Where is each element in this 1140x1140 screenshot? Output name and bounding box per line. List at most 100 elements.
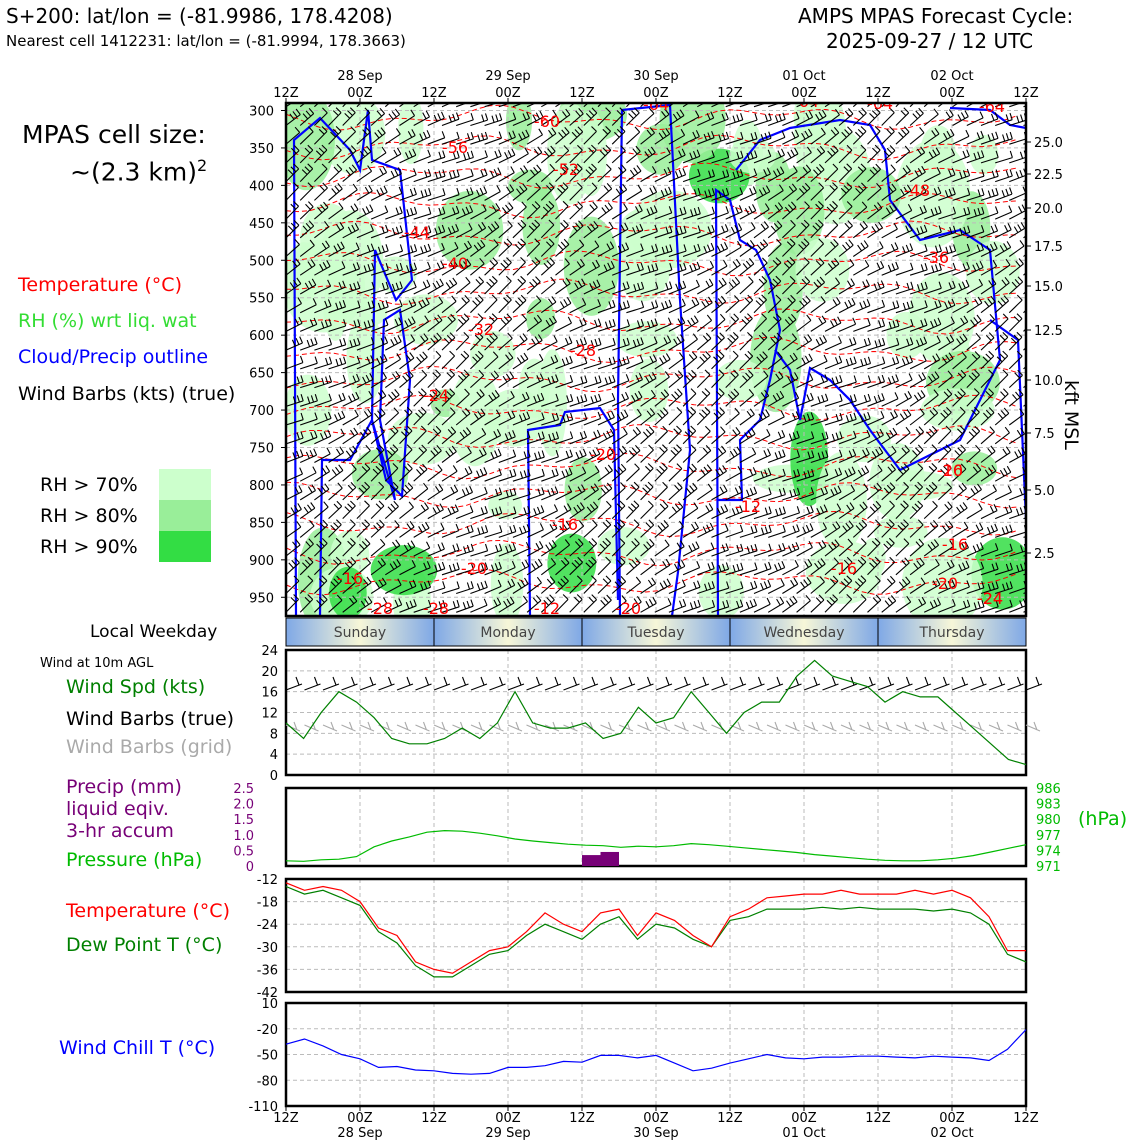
wind-barb [484,429,502,445]
wind-barb [895,408,912,426]
wind-barb-true [674,676,691,691]
wind-barb [342,145,357,164]
wind-barb [909,165,926,183]
top-date-label: 02 Oct [930,69,973,84]
rh-blob [300,203,356,274]
wind-barb [923,558,940,576]
wind-barb [470,103,484,108]
wind-barb [498,238,513,257]
wind-barb [484,448,502,464]
wind-barb [328,202,344,220]
wind-barb [739,543,758,557]
wind-barb-grid [637,721,652,732]
wind-barb [966,542,984,557]
wind-barb [994,407,1010,426]
wind-barb [767,371,784,389]
wind-barb [1008,369,1023,389]
wind-barb [682,333,698,351]
wind-barb [583,279,601,295]
wind-barb [427,296,444,314]
wind-barb [384,481,399,501]
wind-barb [782,469,801,482]
wind-barb [399,352,415,370]
wind-barb [980,313,996,332]
wind-barb [612,356,630,370]
wind-barb [938,579,956,595]
wind-barb [980,242,998,257]
wind-barb [838,538,854,557]
wind-barb [541,522,558,538]
wind-barb [725,581,744,595]
wind-barb [938,388,953,407]
wind-barb [796,392,814,407]
wind-barb [356,126,371,145]
wind-barb [923,463,938,482]
wind-barb-true [988,676,1006,691]
wind-barb [526,238,541,257]
wind-barb [541,393,559,407]
wind-barb [342,242,360,258]
wind-barb [441,205,460,220]
wind-barb [782,372,799,389]
temperature-label: -16 [937,461,963,480]
wind-barb [767,148,785,164]
wind-barb [526,164,542,183]
wind-barb [370,127,386,145]
wind-barb [526,314,543,332]
location-title: S+200: lat/lon = (-81.9986, 178.4208) [6,4,393,28]
rh-blob [597,527,650,566]
temp-label: Temperature (°C) [66,900,230,922]
wind-barb [356,223,374,239]
wind-barb [299,182,314,201]
wind-barb [356,184,373,201]
weekday-title: Local Weekday [90,622,218,642]
wind-barb [427,445,442,463]
wind-barb [356,107,371,126]
wind-barb [767,202,784,220]
wind-barb [583,318,602,332]
wind-barb [824,297,841,314]
wind-barb [441,523,460,538]
wind-barb [299,466,317,482]
wind-barb [938,244,957,258]
wind-barb [626,107,640,126]
wind-barb [753,579,772,595]
wind-barb [399,244,418,258]
wind-barb [583,483,599,501]
wind-barb [611,222,629,239]
wind-barb [597,356,616,370]
kft-tick-label: 15.0 [1034,280,1063,295]
wind-barb [938,425,952,445]
wind-barb [470,506,488,520]
wind-barb [342,222,360,239]
wind-barb [654,520,669,538]
wind-barb [824,336,842,351]
wind-barb [286,594,299,613]
wind-barb [980,259,998,276]
wind-barb [512,333,528,351]
wind-barb [314,299,332,314]
wind-barb [399,501,414,520]
wind-barb [739,239,755,257]
wind-barb [796,431,815,445]
wind-barb [782,411,800,426]
wind-barb [668,206,687,220]
wind-barb [456,150,474,164]
wind-barb [597,374,616,389]
wind-barb [441,543,460,557]
wind-barb [895,557,910,576]
wind-barb [286,375,304,389]
wind-barb [711,562,730,576]
wind-barb [966,581,985,595]
wind-barb [342,373,360,389]
wind-barb [938,501,953,520]
temperature-label: -20 [932,574,958,593]
wind-barb [540,145,556,164]
panel-tick-label: 0 [270,769,278,784]
wind-barb [924,263,942,276]
wind-barb [938,520,954,538]
wind-barb [938,225,957,239]
wind-barb [739,408,755,426]
wind-barb [853,411,871,426]
